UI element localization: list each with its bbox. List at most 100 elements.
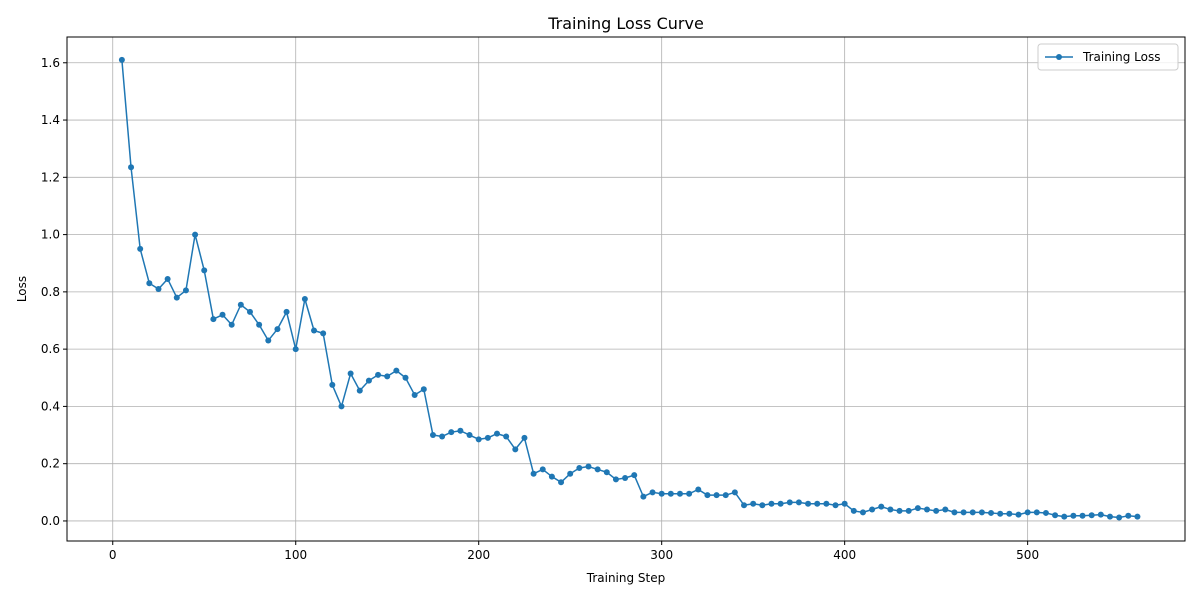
data-point bbox=[741, 502, 748, 509]
data-point bbox=[1015, 511, 1022, 518]
tick-layer: 0 100 200 300 400 500 0.0 0.2 0.4 0.6 0.8 1.0 1.2 1.4… bbox=[41, 56, 1039, 562]
data-point bbox=[567, 470, 574, 477]
data-point bbox=[201, 267, 208, 274]
data-point bbox=[969, 509, 976, 516]
data-point bbox=[137, 245, 144, 252]
data-point bbox=[1042, 509, 1049, 516]
data-point bbox=[420, 386, 427, 393]
data-point bbox=[155, 286, 162, 292]
data-point bbox=[365, 377, 372, 384]
data-point bbox=[1079, 512, 1086, 519]
data-point bbox=[128, 164, 135, 171]
data-point bbox=[896, 507, 903, 514]
data-point bbox=[228, 321, 235, 328]
data-point bbox=[841, 500, 848, 507]
data-point bbox=[905, 507, 912, 514]
data-point bbox=[118, 56, 125, 63]
y-tick-label: 0.8 bbox=[41, 285, 60, 299]
legend-marker-swatch bbox=[1056, 54, 1062, 60]
data-point bbox=[576, 464, 583, 471]
data-point bbox=[1125, 512, 1132, 519]
data-point bbox=[823, 500, 830, 507]
data-point bbox=[869, 506, 876, 513]
grid-lines bbox=[67, 37, 1185, 541]
data-point bbox=[850, 507, 857, 514]
data-point bbox=[658, 490, 665, 497]
data-point bbox=[795, 499, 802, 506]
data-point bbox=[951, 509, 958, 516]
data-point bbox=[237, 301, 244, 308]
data-point bbox=[640, 493, 647, 500]
data-point bbox=[265, 337, 272, 344]
x-tick-label: 500 bbox=[1016, 548, 1039, 562]
data-point bbox=[530, 470, 537, 477]
y-tick-label: 0.0 bbox=[41, 514, 60, 528]
data-point bbox=[301, 296, 308, 303]
y-tick-label: 1.0 bbox=[41, 228, 60, 242]
data-point bbox=[759, 502, 766, 509]
x-tick-label: 200 bbox=[467, 548, 490, 562]
data-point bbox=[887, 506, 894, 513]
legend: Training Loss bbox=[1037, 43, 1179, 71]
data-point bbox=[585, 463, 592, 470]
data-point bbox=[594, 466, 601, 473]
data-point bbox=[960, 509, 967, 516]
data-point bbox=[1070, 512, 1077, 519]
data-point bbox=[603, 469, 610, 476]
data-point bbox=[722, 492, 729, 499]
y-tick-label: 0.6 bbox=[41, 342, 60, 356]
data-point bbox=[439, 433, 446, 440]
data-point bbox=[777, 500, 784, 507]
data-point bbox=[219, 311, 226, 318]
data-point bbox=[1033, 509, 1040, 516]
data-point bbox=[558, 479, 565, 486]
data-point bbox=[292, 346, 299, 353]
data-point bbox=[393, 367, 400, 374]
data-point bbox=[448, 429, 455, 436]
data-point bbox=[173, 294, 180, 301]
data-point bbox=[1088, 512, 1095, 519]
data-point bbox=[667, 490, 674, 497]
data-point bbox=[1106, 513, 1113, 520]
axes-frame bbox=[66, 36, 1186, 542]
data-point bbox=[494, 430, 500, 437]
x-tick-label: 100 bbox=[284, 548, 307, 562]
data-point bbox=[274, 326, 281, 333]
data-point bbox=[878, 503, 885, 510]
y-tick-label: 1.6 bbox=[41, 56, 60, 70]
data-point bbox=[832, 502, 839, 509]
data-point bbox=[676, 490, 683, 497]
data-point bbox=[375, 371, 382, 378]
series-line-training-loss bbox=[121, 59, 1138, 519]
data-point bbox=[786, 499, 793, 506]
data-point bbox=[356, 387, 363, 394]
data-point bbox=[484, 434, 491, 441]
legend-entry-training-loss: Training Loss bbox=[1082, 50, 1160, 64]
data-point bbox=[475, 436, 482, 443]
data-point bbox=[695, 486, 702, 493]
data-point bbox=[466, 432, 473, 439]
data-point bbox=[548, 473, 555, 480]
data-point bbox=[814, 500, 821, 507]
data-point bbox=[631, 472, 638, 479]
data-point bbox=[622, 475, 629, 481]
data-point bbox=[988, 509, 995, 516]
legend-box bbox=[1037, 43, 1179, 71]
data-point bbox=[146, 280, 153, 287]
data-point bbox=[914, 505, 921, 512]
data-point bbox=[1052, 512, 1059, 519]
x-tick-label: 0 bbox=[109, 548, 117, 562]
data-point bbox=[713, 492, 720, 499]
data-point bbox=[1116, 514, 1123, 521]
data-point bbox=[649, 489, 656, 496]
data-point bbox=[256, 321, 263, 328]
data-point bbox=[1024, 509, 1031, 516]
data-point bbox=[329, 381, 336, 388]
y-tick-label: 0.2 bbox=[41, 457, 60, 471]
data-point bbox=[320, 330, 327, 337]
data-point bbox=[805, 500, 812, 507]
data-point bbox=[933, 507, 940, 514]
data-point bbox=[1061, 513, 1068, 520]
